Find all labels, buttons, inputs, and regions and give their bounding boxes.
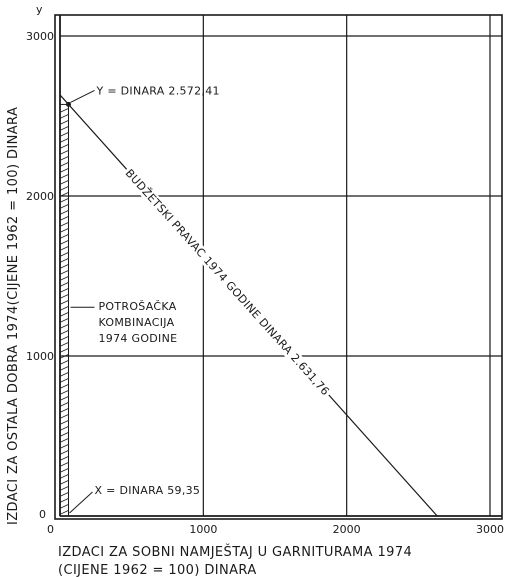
hatch-stroke bbox=[59, 156, 69, 161]
y-tick-label: 0 bbox=[39, 508, 46, 521]
x-point-annotation: X = DINARA 59,35 bbox=[95, 484, 201, 497]
hatch-stroke bbox=[59, 462, 69, 467]
hatch-stroke bbox=[59, 264, 69, 269]
hatch-stroke bbox=[59, 360, 69, 365]
hatch-stroke bbox=[59, 378, 69, 383]
hatch-stroke bbox=[59, 402, 69, 407]
grid bbox=[54, 14, 503, 520]
hatch-stroke bbox=[59, 222, 69, 227]
hatch-stroke bbox=[59, 246, 69, 251]
combination-annotation-line: POTROŠAČKA bbox=[99, 300, 177, 313]
hatch-stroke bbox=[59, 414, 69, 419]
hatch-stroke bbox=[59, 276, 69, 281]
hatch-stroke bbox=[59, 444, 69, 449]
hatch-stroke bbox=[59, 114, 69, 119]
x-tick-label: 1000 bbox=[189, 523, 217, 536]
hatch-stroke bbox=[59, 174, 69, 179]
hatch-stroke bbox=[59, 348, 69, 353]
hatch-stroke bbox=[59, 294, 69, 299]
hatch-stroke bbox=[59, 150, 69, 155]
x-annotation-leader bbox=[69, 491, 93, 514]
hatch-stroke bbox=[59, 450, 69, 455]
hatch-stroke bbox=[59, 168, 69, 173]
y-point-annotation: Y = DINARA 2.572,41 bbox=[96, 84, 220, 97]
hatch-stroke bbox=[59, 468, 69, 473]
hatch-stroke bbox=[59, 240, 69, 245]
hatch-stroke bbox=[59, 300, 69, 305]
combination-annotation-line: KOMBINACIJA bbox=[99, 316, 175, 329]
hatch-stroke bbox=[59, 288, 69, 293]
hatch-stroke bbox=[59, 120, 69, 125]
hatch-stroke bbox=[59, 132, 69, 137]
hatch-stroke bbox=[59, 510, 69, 515]
hatch-stroke bbox=[59, 420, 69, 425]
y-axis-label: IZDACI ZA OSTALA DOBRA 1974(CIJENE 1962 … bbox=[6, 107, 21, 525]
budget-line-label: BUDŽETSKI PRAVAC 1974 GODINE DINARA 2.63… bbox=[123, 167, 332, 398]
hatch-stroke bbox=[59, 210, 69, 215]
hatch-stroke bbox=[59, 204, 69, 209]
hatch-stroke bbox=[59, 282, 69, 287]
hatch-stroke bbox=[59, 498, 69, 503]
hatch-stroke bbox=[59, 180, 69, 185]
y-tick-label: 2000 bbox=[26, 190, 54, 203]
outer-frame bbox=[54, 14, 503, 520]
hatch-stroke bbox=[59, 384, 69, 389]
hatch-stroke bbox=[59, 270, 69, 275]
hatch-stroke bbox=[59, 312, 69, 317]
hatch-stroke bbox=[59, 306, 69, 311]
budget-label-background bbox=[121, 165, 334, 400]
hatch-stroke bbox=[59, 486, 69, 491]
hatch-stroke bbox=[59, 138, 69, 143]
hatch-stroke bbox=[59, 162, 69, 167]
x-tick-label: 0 bbox=[47, 523, 54, 536]
hatch-stroke bbox=[59, 198, 69, 203]
x-axis-label-line2: (CIJENE 1962 = 100) DINARA bbox=[58, 563, 257, 577]
hatch-stroke bbox=[59, 432, 69, 437]
hatch-stroke bbox=[59, 186, 69, 191]
hatch-stroke bbox=[59, 228, 69, 233]
hatch-stroke bbox=[59, 396, 69, 401]
y-tick-label: 3000 bbox=[26, 30, 54, 43]
hatch-stroke bbox=[59, 438, 69, 443]
x-axis-label-line1: IZDACI ZA SOBNI NAMJEŠTAJ U GARNITURAMA … bbox=[58, 544, 412, 560]
hatch-stroke bbox=[59, 474, 69, 479]
hatch-stroke bbox=[59, 216, 69, 221]
y-tick-label: 1000 bbox=[26, 350, 54, 363]
hatch-stroke bbox=[59, 234, 69, 239]
hatch-stroke bbox=[59, 390, 69, 395]
hatch-stroke bbox=[59, 336, 69, 341]
hatch-stroke bbox=[59, 324, 69, 329]
hatch-stroke bbox=[59, 480, 69, 485]
hatch-stroke bbox=[59, 318, 69, 323]
hatch-stroke bbox=[59, 492, 69, 497]
x-tick-label: 2000 bbox=[333, 523, 361, 536]
tick-labels: 0 1000 2000 3000 0 1000 2000 3000 bbox=[26, 30, 504, 536]
hatch-stroke bbox=[59, 354, 69, 359]
consumption-point bbox=[66, 101, 72, 107]
y-annotation-leader bbox=[70, 89, 95, 103]
hatch-stroke bbox=[59, 126, 69, 131]
hatch-stroke bbox=[59, 372, 69, 377]
y-axis-symbol: y bbox=[36, 3, 43, 16]
hatch-stroke bbox=[59, 330, 69, 335]
hatch-stroke bbox=[59, 366, 69, 371]
combination-annotation-line: 1974 GODINE bbox=[99, 332, 178, 345]
hatch-stroke bbox=[59, 408, 69, 413]
hatch-stroke bbox=[59, 144, 69, 149]
hatched-consumption-strip bbox=[59, 103, 70, 517]
hatch-stroke bbox=[59, 504, 69, 509]
hatch-stroke bbox=[59, 456, 69, 461]
hatch-stroke bbox=[59, 108, 69, 113]
x-tick-label: 3000 bbox=[476, 523, 504, 536]
hatch-stroke bbox=[59, 342, 69, 347]
hatch-stroke bbox=[59, 192, 69, 197]
hatch-stroke bbox=[59, 258, 69, 263]
hatch-stroke bbox=[59, 252, 69, 257]
annotations: Y = DINARA 2.572,41 POTROŠAČKA KOMBINACIJA… bbox=[69, 84, 220, 514]
hatch-stroke bbox=[59, 426, 69, 431]
